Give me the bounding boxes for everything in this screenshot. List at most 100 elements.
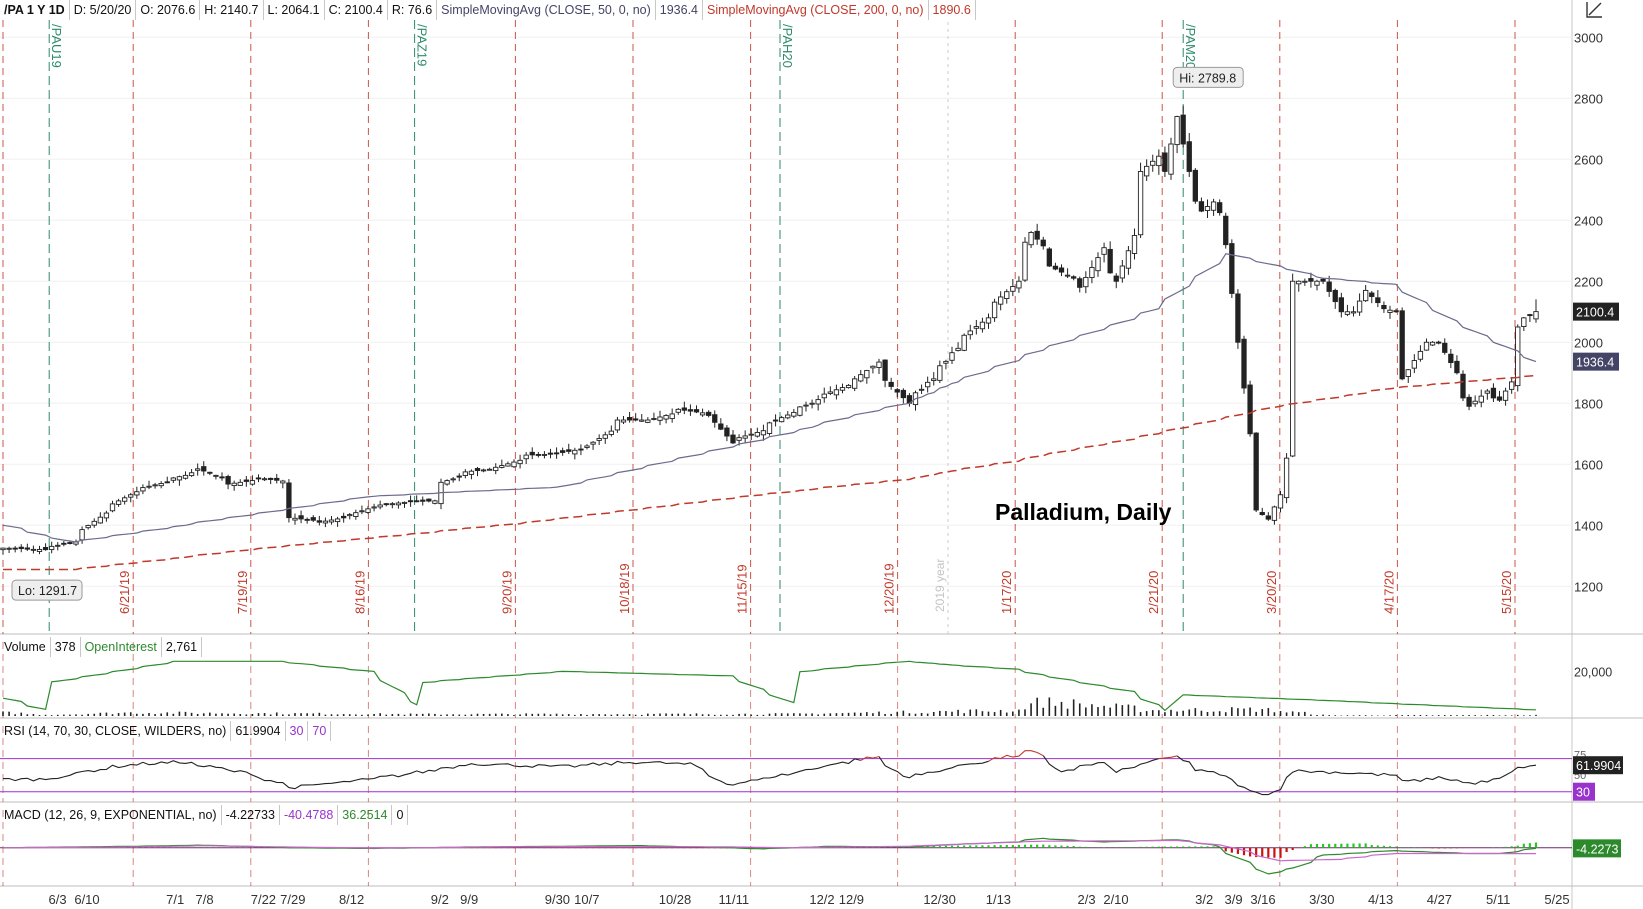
candle-body (1509, 381, 1515, 390)
candle-body (681, 407, 687, 411)
candle-body (529, 451, 535, 456)
last-price-tag (1573, 302, 1619, 321)
openinterest-label[interactable]: OpenInterest (81, 637, 162, 657)
candle-body (389, 503, 395, 506)
expiry-contract-label: /PAU19 (49, 24, 64, 68)
candle-body (1405, 369, 1411, 377)
sma50-line (2, 253, 1537, 543)
event-date-label: 6/21/19 (117, 571, 132, 614)
candle-body (882, 359, 888, 381)
rsi-low-level: 30 (286, 721, 309, 741)
candle-body (213, 474, 219, 477)
event-date-label: 4/17/20 (1381, 571, 1396, 614)
candle-body (456, 475, 462, 478)
collapse-corner-icon[interactable] (1583, 0, 1605, 20)
x-axis-date-label: 5/25 (1544, 892, 1569, 907)
candle-body (687, 409, 694, 412)
candle-body (1229, 243, 1235, 294)
candle-body (420, 499, 426, 502)
price-axis-label: 2200 (1574, 274, 1603, 289)
candle-body (663, 415, 669, 420)
candle-body (103, 512, 110, 519)
candle-body (1332, 289, 1338, 303)
candle-body (1271, 506, 1278, 521)
candle-body (852, 378, 858, 389)
candle-body (1259, 512, 1265, 516)
candle-body (432, 500, 438, 504)
candle-body (42, 547, 49, 551)
volume-axis-label: 20,000 (1574, 665, 1612, 679)
candle-body (1052, 265, 1059, 270)
x-axis-date-label: 9/30 (545, 892, 570, 907)
candle-body (195, 468, 201, 471)
candle-body (535, 454, 541, 456)
candle-body (109, 503, 116, 512)
candle-body (79, 529, 85, 541)
candle-body (961, 334, 967, 351)
candle-body (712, 414, 718, 423)
sma200-label[interactable]: SimpleMovingAvg (CLOSE, 200, 0, no) (703, 0, 929, 20)
candle-body (1381, 305, 1387, 310)
candle-body (566, 449, 572, 452)
sma50-tag (1573, 352, 1619, 371)
candle-body (693, 409, 700, 413)
candle-body (1010, 286, 1016, 292)
high-readout: H: 2140.7 (200, 0, 264, 20)
x-axis-date-label: 12/30 (923, 892, 956, 907)
candle-body (322, 520, 329, 524)
macd-label[interactable]: MACD (12, 26, 9, EXPONENTIAL, no) (0, 805, 222, 825)
candle-body (833, 389, 840, 396)
symbol-label[interactable]: /PA 1 Y 1D (0, 0, 70, 20)
candle-body (401, 501, 408, 504)
candle-body (1156, 155, 1162, 167)
price-axis-label: 2000 (1574, 335, 1603, 350)
candle-body (973, 326, 979, 329)
candle-body (1454, 360, 1460, 374)
rsi-header: RSI (14, 70, 30, CLOSE, WILDERS, no) 61.… (0, 721, 332, 741)
event-date-label: 10/18/19 (617, 563, 632, 614)
candle-body (1350, 311, 1357, 314)
price-axis-label: 2400 (1574, 213, 1603, 228)
candle-body (724, 427, 730, 437)
candle-body (304, 518, 310, 521)
x-axis-date-label: 3/16 (1250, 892, 1275, 907)
x-axis-date-label: 5/11 (1486, 892, 1510, 907)
candle-body (85, 525, 91, 529)
candle-body (1180, 114, 1186, 145)
range-readout: R: 76.6 (388, 0, 438, 20)
volume-label[interactable]: Volume (0, 637, 51, 657)
x-axis-date-label: 9/2 (431, 892, 449, 907)
candle-body (493, 466, 499, 472)
candle-body (383, 503, 389, 506)
candle-body (1113, 275, 1119, 282)
candle-body (821, 393, 827, 399)
event-date-label: 5/15/20 (1499, 571, 1514, 614)
candle-body (742, 435, 748, 439)
candle-body (870, 365, 876, 369)
sma50-label[interactable]: SimpleMovingAvg (CLOSE, 50, 0, no) (437, 0, 656, 20)
candle-body (699, 412, 706, 416)
candle-body (207, 471, 213, 474)
candle-body (1502, 390, 1509, 401)
candle-body (268, 477, 274, 480)
candle-body (523, 454, 529, 460)
candle-body (1095, 257, 1101, 272)
rsi-label[interactable]: RSI (14, 70, 30, CLOSE, WILDERS, no) (0, 721, 232, 741)
candle-body (128, 494, 134, 498)
x-axis-date-label: 12/9 (839, 892, 864, 907)
rsi-line (1176, 755, 1537, 796)
low-readout: L: 2064.1 (264, 0, 325, 20)
price-axis-label: 1400 (1574, 518, 1603, 533)
candle-body (1277, 494, 1284, 509)
candle-body (1423, 341, 1430, 351)
candle-body (584, 445, 590, 448)
candle-body (505, 463, 511, 467)
candle-body (1186, 141, 1192, 172)
candle-body (353, 512, 359, 517)
candle-body (359, 510, 365, 513)
candle-body (1417, 350, 1424, 360)
candle-body (450, 478, 456, 481)
candle-body (1235, 293, 1241, 343)
